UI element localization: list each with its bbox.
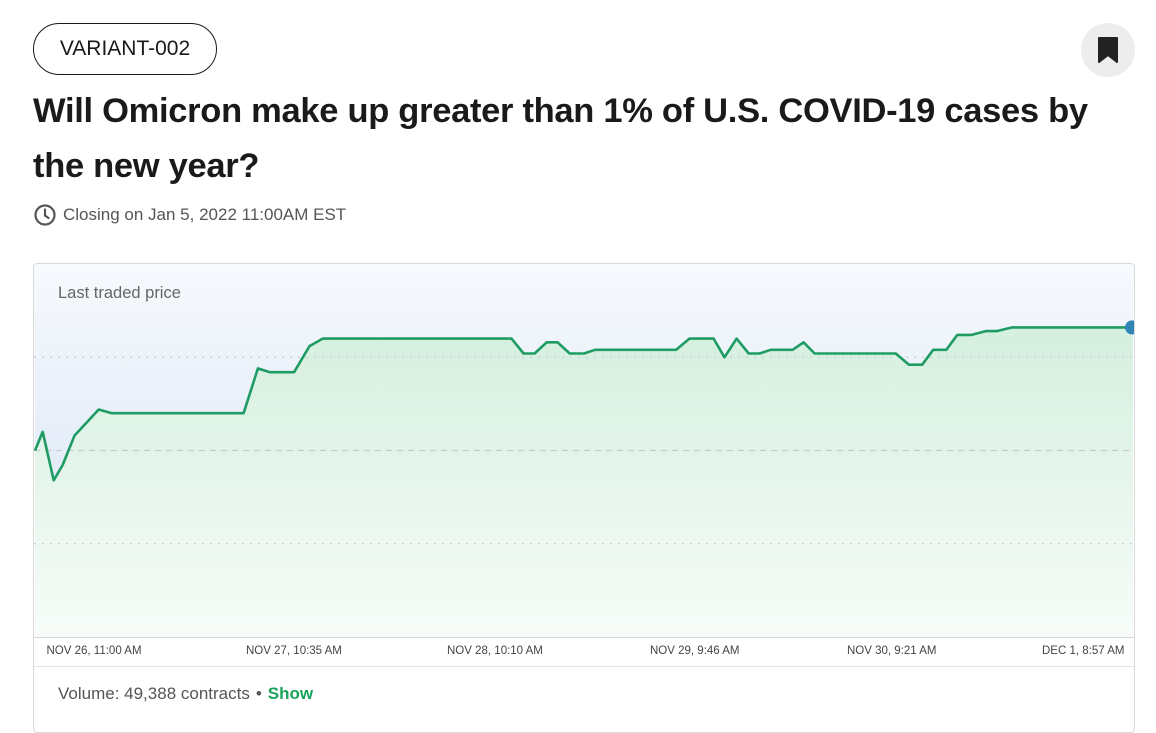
volume-text: Volume: 49,388 contracts xyxy=(58,684,250,703)
market-ticker-label: VARIANT-002 xyxy=(59,37,191,60)
x-axis: NOV 26, 11:00 AM NOV 27, 10:35 AM NOV 28, … xyxy=(34,637,1134,667)
latest-price-dot xyxy=(1125,320,1134,335)
market-title: Will Omicron make up greater than 1% of … xyxy=(33,92,1088,185)
bookmark-icon xyxy=(1098,37,1118,63)
show-volume-link[interactable]: Show xyxy=(267,684,314,703)
x-tick-label: NOV 26, 11:00 AM xyxy=(46,645,142,657)
chart-upper-area xyxy=(34,264,1134,481)
bookmark-button[interactable] xyxy=(1081,23,1135,77)
x-tick-label: NOV 30, 9:21 AM xyxy=(847,645,937,657)
volume-row: Volume: 49,388 contracts • Show xyxy=(58,684,313,704)
price-line xyxy=(34,326,1133,482)
clock-icon xyxy=(34,204,56,226)
chart-gridlines xyxy=(34,356,1134,545)
x-tick-label: NOV 27, 10:35 AM xyxy=(246,645,342,657)
volume-separator: • xyxy=(255,684,262,703)
closing-info: Closing on Jan 5, 2022 11:00AM EST xyxy=(33,203,346,227)
chart-label: Last traded price xyxy=(58,284,181,302)
chart-lower-area xyxy=(35,327,1133,637)
x-tick-label: NOV 28, 10:10 AM xyxy=(447,645,543,657)
closing-text: Closing on Jan 5, 2022 11:00AM EST xyxy=(63,205,347,224)
price-chart: Last traded price NOV 26, 11:00 AM NOV 27… xyxy=(33,263,1135,733)
price-chart-plot[interactable] xyxy=(34,264,1134,637)
market-ticker-tag[interactable]: VARIANT-002 xyxy=(33,23,217,75)
x-tick-label: NOV 29, 9:46 AM xyxy=(650,645,740,657)
x-tick-label: DEC 1, 8:57 AM xyxy=(1042,645,1125,657)
